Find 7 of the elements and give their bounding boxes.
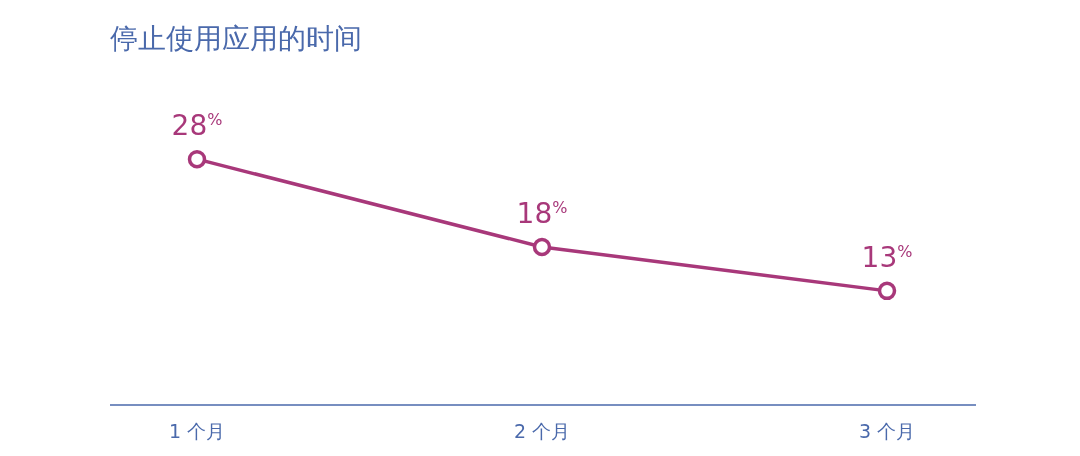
x-tick-label: 2 个月 (513, 420, 571, 442)
chart-title: 停止使用应用的时间 (110, 22, 362, 55)
x-tick-label: 1 个月 (168, 420, 226, 442)
data-label: 18$^{%}$ (516, 196, 568, 230)
x-tick-label: 3 个月 (858, 420, 916, 442)
data-label: 13$^{%}$ (861, 240, 913, 274)
data-label: 28$^{%}$ (171, 109, 223, 143)
